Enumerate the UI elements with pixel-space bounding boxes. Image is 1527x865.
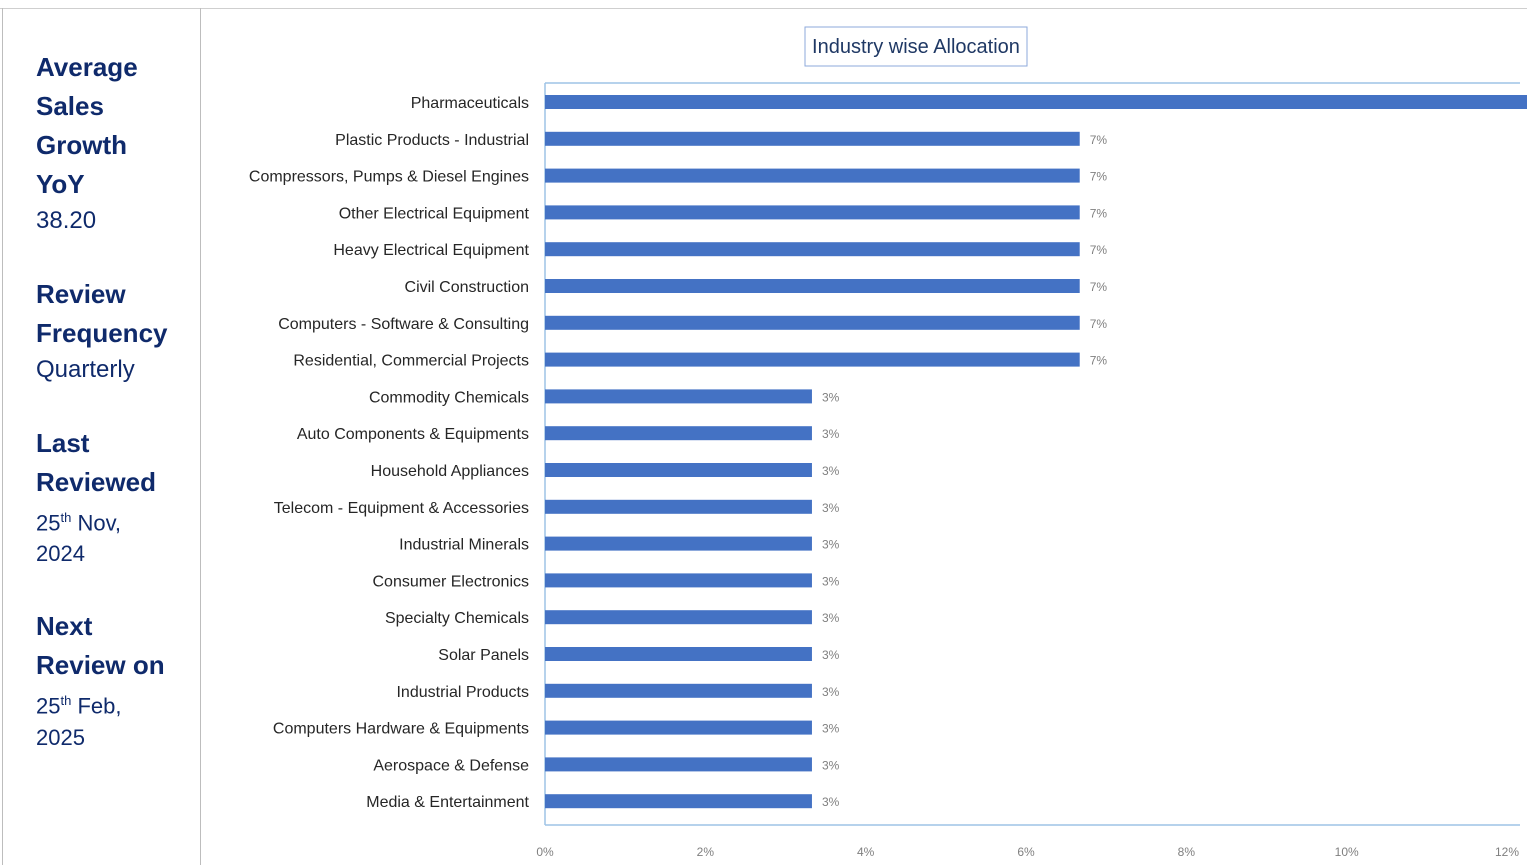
data-label-11: 3% bbox=[822, 464, 840, 478]
bar-10 bbox=[545, 426, 812, 440]
data-label-14: 3% bbox=[822, 574, 840, 588]
data-label-19: 3% bbox=[822, 758, 840, 772]
data-label-10: 3% bbox=[822, 427, 840, 441]
data-label-6: 7% bbox=[1090, 280, 1108, 294]
category-label-3: Compressors, Pumps & Diesel Engines bbox=[249, 169, 529, 186]
data-label-20: 3% bbox=[822, 795, 840, 809]
bar-16 bbox=[545, 647, 812, 661]
data-label-9: 3% bbox=[822, 390, 840, 404]
category-label-20: Media & Entertainment bbox=[366, 794, 529, 811]
category-label-6: Civil Construction bbox=[405, 279, 529, 296]
x-tick-label-7: 12% bbox=[1495, 845, 1519, 859]
category-label-18: Computers Hardware & Equipments bbox=[273, 721, 529, 738]
category-label-12: Telecom - Equipment & Accessories bbox=[274, 500, 529, 517]
bar-5 bbox=[545, 242, 1080, 256]
chart-title: Industry wise Allocation bbox=[812, 36, 1020, 58]
x-tick-label-5: 8% bbox=[1178, 845, 1196, 859]
x-tick-label-2: 2% bbox=[697, 845, 715, 859]
bar-3 bbox=[545, 169, 1080, 183]
category-label-8: Residential, Commercial Projects bbox=[293, 353, 529, 370]
bar-6 bbox=[545, 279, 1080, 293]
data-label-3: 7% bbox=[1090, 170, 1108, 184]
category-label-7: Computers - Software & Consulting bbox=[278, 316, 529, 333]
bar-14 bbox=[545, 573, 812, 587]
category-label-4: Other Electrical Equipment bbox=[339, 205, 530, 222]
bar-11 bbox=[545, 463, 812, 477]
data-label-13: 3% bbox=[822, 538, 840, 552]
data-label-17: 3% bbox=[822, 685, 840, 699]
category-label-10: Auto Components & Equipments bbox=[297, 426, 529, 443]
bar-1 bbox=[545, 95, 1527, 109]
category-label-19: Aerospace & Defense bbox=[373, 757, 529, 774]
bar-20 bbox=[545, 794, 812, 808]
category-label-14: Consumer Electronics bbox=[373, 573, 530, 590]
bar-4 bbox=[545, 205, 1080, 219]
data-label-8: 7% bbox=[1090, 354, 1108, 368]
bar-19 bbox=[545, 757, 812, 771]
category-label-13: Industrial Minerals bbox=[399, 537, 529, 554]
bar-7 bbox=[545, 316, 1080, 330]
bar-13 bbox=[545, 537, 812, 551]
category-label-9: Commodity Chemicals bbox=[369, 389, 529, 406]
data-label-5: 7% bbox=[1090, 243, 1108, 257]
category-label-17: Industrial Products bbox=[396, 684, 529, 701]
x-tick-label-6: 10% bbox=[1335, 845, 1359, 859]
bar-15 bbox=[545, 610, 812, 624]
category-label-2: Plastic Products - Industrial bbox=[335, 132, 529, 149]
data-label-4: 7% bbox=[1090, 206, 1108, 220]
category-label-5: Heavy Electrical Equipment bbox=[333, 242, 529, 259]
data-label-2: 7% bbox=[1090, 133, 1108, 147]
bar-17 bbox=[545, 684, 812, 698]
bar-18 bbox=[545, 721, 812, 735]
x-tick-label-3: 4% bbox=[857, 845, 875, 859]
bar-9 bbox=[545, 389, 812, 403]
data-label-7: 7% bbox=[1090, 317, 1108, 331]
data-label-18: 3% bbox=[822, 722, 840, 736]
category-label-16: Solar Panels bbox=[438, 647, 529, 664]
data-label-15: 3% bbox=[822, 611, 840, 625]
category-label-1: Pharmaceuticals bbox=[411, 95, 529, 112]
category-label-11: Household Appliances bbox=[371, 463, 529, 480]
x-tick-label-1: 0% bbox=[536, 845, 554, 859]
bar-2 bbox=[545, 132, 1080, 146]
bar-8 bbox=[545, 353, 1080, 367]
category-label-15: Specialty Chemicals bbox=[385, 610, 529, 627]
data-label-16: 3% bbox=[822, 648, 840, 662]
x-tick-label-4: 6% bbox=[1017, 845, 1035, 859]
bar-12 bbox=[545, 500, 812, 514]
data-label-12: 3% bbox=[822, 501, 840, 515]
